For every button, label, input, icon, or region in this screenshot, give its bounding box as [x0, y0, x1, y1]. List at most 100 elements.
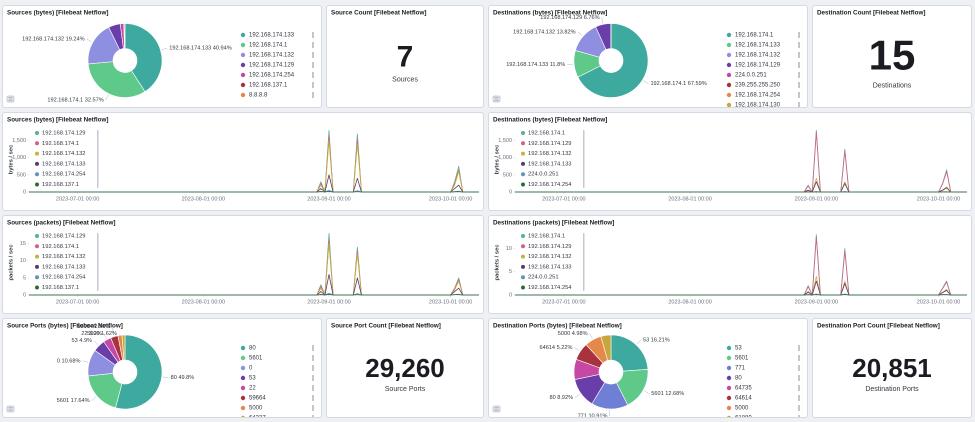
legend-dot [726, 82, 732, 88]
panel: Sources (bytes) [Filebeat Netflow] bytes … [2, 112, 484, 211]
series-line [29, 174, 479, 193]
legend-dot [35, 161, 39, 166]
legend-dot [521, 151, 525, 156]
x-tick-label: 2023-10-01 00:00 [917, 299, 960, 305]
series-line [29, 243, 479, 296]
label-leader [601, 17, 604, 24]
legend-dot [521, 275, 525, 280]
legend-label: 61880 [735, 416, 752, 417]
legend-dot [35, 151, 39, 156]
metric-label: Destinations [873, 82, 912, 89]
x-tick-label: 2023-09-01 00:00 [795, 196, 838, 202]
series-line [29, 239, 479, 296]
metric-label: Sources [392, 76, 418, 83]
options-dot [798, 106, 800, 107]
legend-label: 192.168.174.130 [735, 103, 781, 107]
y-tick-label: 500 [17, 172, 26, 178]
label-leader [118, 333, 120, 335]
options-dot [312, 369, 314, 371]
options-dot [312, 46, 314, 48]
legend-label: 192.168.174.132 [249, 53, 295, 59]
legend-label: 192.168.137.1 [42, 285, 79, 291]
panel-title: Destinations (bytes) [Filebeat Netflow] [493, 117, 607, 124]
donut-hole [113, 48, 137, 73]
options-dot [312, 355, 314, 357]
options-dot [312, 66, 314, 68]
legend-label: 192.168.174.1 [735, 33, 774, 39]
slice-label: 192.168.174.132 13.82% [513, 29, 576, 35]
series-line [29, 293, 479, 296]
options-dot [798, 102, 800, 104]
panel-canvas: Destinations (bytes) [Filebeat Netflow] b… [493, 117, 967, 202]
legend-dot [35, 182, 39, 187]
options-dot [798, 389, 800, 391]
options-dot [312, 415, 314, 417]
slice-label: 192.168.174.1 67.59% [650, 81, 706, 87]
panel-title: Destinations (bytes) [Filebeat Netflow] [493, 10, 607, 17]
legend-dot [240, 72, 246, 78]
options-dot [798, 395, 800, 397]
series-line [515, 131, 967, 193]
options-dot [312, 52, 314, 54]
options-dot [312, 64, 314, 66]
slice-label: 192.168.174.133 11.8% [506, 62, 565, 68]
legend-label: 59664 [249, 396, 266, 402]
legend-label: 192.168.174.254 [249, 73, 295, 79]
legend-scrollbar [583, 233, 585, 291]
legend-label: 53 [735, 346, 742, 352]
label-leader [161, 47, 168, 51]
x-tick-label: 2023-07-01 00:00 [56, 299, 99, 305]
metric-value: 20,851 [852, 353, 932, 383]
y-tick-label: 1,000 [12, 155, 26, 161]
series-line [29, 140, 479, 193]
legend-dot [726, 32, 732, 38]
options-dot [312, 349, 314, 351]
panel: Source Port Count [Filebeat Netflow] 29,2… [326, 318, 484, 418]
legend-dot [521, 264, 525, 269]
legend-label: 192.168.174.254 [528, 182, 572, 188]
series-line [29, 190, 479, 193]
panel-canvas: Destinations (bytes) [Filebeat Netflow] 1… [492, 10, 800, 107]
panel-canvas: Sources (bytes) [Filebeat Netflow] 192.16… [6, 10, 314, 104]
slice-label: 64614 5.22% [539, 345, 572, 351]
y-tick-label: 5 [23, 275, 26, 281]
panel-title: Destination Count [Filebeat Netflow] [817, 10, 925, 17]
legend-label: 22 [249, 386, 256, 392]
options-dot [312, 42, 314, 44]
legend-dot [726, 405, 732, 411]
options-dot [798, 94, 800, 96]
panel: Sources (bytes) [Filebeat Netflow] 192.16… [2, 5, 322, 108]
legend-label: 192.168.174.132 [528, 151, 572, 157]
legend-dot [240, 405, 246, 411]
legend-label: 192.168.174.254 [42, 172, 86, 178]
options-dot [312, 36, 314, 38]
legend-scrollbar [97, 130, 99, 188]
legend-label: 64337 [249, 416, 266, 417]
legend-scrollbar [97, 233, 99, 291]
legend-label: 192.168.174.254 [735, 93, 781, 99]
options-dot [312, 365, 314, 367]
donut-hole [113, 360, 137, 384]
y-tick-label: 0 [23, 189, 26, 195]
panel: Destinations (bytes) [Filebeat Netflow] b… [488, 112, 972, 211]
legend-dot [521, 161, 525, 166]
options-dot [312, 76, 314, 78]
options-dot [312, 54, 314, 56]
slice-label: 53 16.21% [643, 337, 670, 343]
label-leader [643, 80, 649, 84]
options-dot [312, 72, 314, 74]
series-line [515, 276, 967, 296]
options-dot [798, 46, 800, 48]
legend-label: 192.168.174.1 [42, 244, 79, 250]
legend-label: 192.168.174.132 [42, 254, 86, 260]
options-dot [312, 385, 314, 387]
legend-dot [240, 42, 246, 48]
options-dot [798, 355, 800, 357]
legend-dot [240, 82, 246, 88]
legend-label: 192.168.174.132 [735, 53, 781, 59]
legend-label: 192.168.174.129 [735, 63, 781, 69]
panel-title: Sources (bytes) [Filebeat Netflow] [7, 117, 108, 124]
label-leader [112, 326, 115, 336]
options-dot [798, 375, 800, 377]
legend-dot [727, 415, 731, 417]
